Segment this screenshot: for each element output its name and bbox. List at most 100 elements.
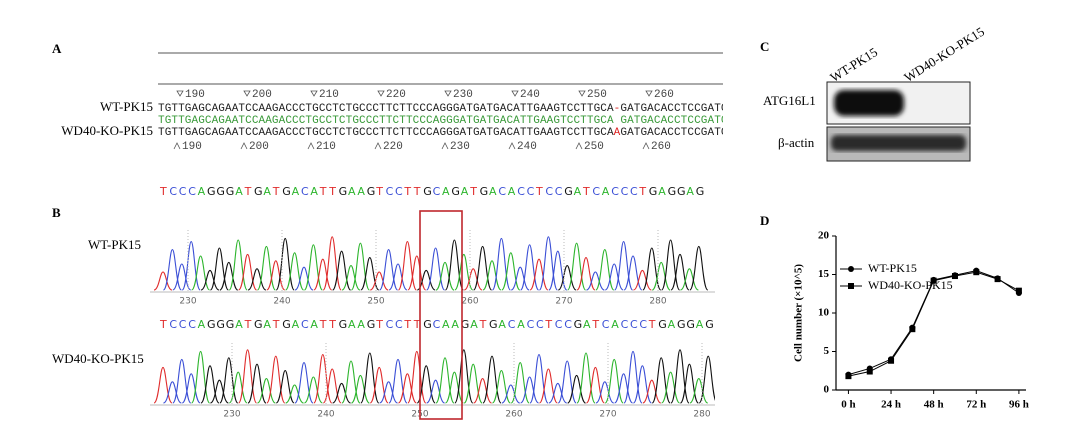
ruler-marker [240,142,248,150]
ruler-label: 240 [520,89,540,101]
peak [435,261,455,291]
ruler-marker [578,90,586,97]
x-tick-label: 48 h [924,399,944,411]
peak [651,357,671,404]
peak [379,381,398,404]
ruler-label: 220 [383,141,403,153]
peak [632,365,652,404]
peak [275,237,295,291]
peak [332,382,351,404]
peak [689,378,709,404]
y-tick-label: 20 [818,230,830,242]
row-label: WD40-KO-PK15 [61,123,153,138]
ruler-label: 250 [587,89,607,101]
alignment: TGTTGAGCAGAATCCAAGACCCTGCCTCTGCCCTTCTTCC… [158,89,728,153]
peak [181,241,201,291]
peak [520,376,539,404]
ruler-label: 230 [450,141,470,153]
ruler-marker [441,142,449,150]
legend-marker [848,283,854,289]
peak [172,358,192,404]
tick-label: 230 [223,410,240,420]
ruler-label: 190 [182,141,202,153]
tick-label: 230 [179,297,196,307]
row-label: ATG16L1 [763,93,816,108]
peak [285,252,305,291]
ruler-marker [307,142,315,150]
peak [163,381,182,404]
peak [520,244,540,291]
peak [604,358,624,404]
peak [153,271,173,291]
peak [548,382,568,404]
peak [426,247,446,291]
ruler-marker [444,90,452,97]
sequence: T C C C A GGGA T GA T GA C A T T GA A GT C C T T GC A GA T GA C A C C… [159,185,704,198]
ruler-label: 200 [249,141,269,153]
peak [397,241,417,291]
trace-label: WT-PK15 [88,237,141,252]
peak [633,269,652,291]
ruler-marker [173,142,181,150]
peak [510,362,530,404]
peak [360,352,380,404]
chromatogram-labels: WT-PK15 WD40-KO-PK15 [52,237,144,366]
peak [444,371,464,404]
peak [200,269,220,291]
ruler-marker [575,142,583,150]
tick-label: 270 [599,410,616,420]
peak [661,371,681,404]
point [1015,287,1022,294]
peak [623,255,643,291]
ruler-label: 210 [316,141,336,153]
peak [623,350,643,404]
point [994,276,1001,283]
peak [285,384,304,404]
chromatograms: T C C C A GGGA T GA T GA C A T T GA A GT C C T T GC A GA T GA C A C C… [150,185,715,420]
peak [491,237,511,291]
legend-marker [848,266,854,272]
x-tick-label: 24 h [881,399,901,411]
ruler-marker [176,90,184,97]
peak [642,379,662,404]
ruler-label: 230 [453,89,473,101]
peak [266,355,286,404]
peak [266,260,286,291]
ruler-label: 220 [386,89,406,101]
alignment-labels: WT-PK15 WD40-KO-PK15 [61,99,153,138]
ruler-label: 240 [517,141,537,153]
peak [529,258,549,291]
peak [228,371,248,404]
ruler-label: 250 [584,141,604,153]
point [888,357,895,364]
peak [585,366,605,404]
peak [510,266,530,291]
peak [473,378,492,404]
ruler-label: 260 [654,89,674,101]
ruler-marker [374,142,382,150]
peak [407,350,427,404]
peak [247,363,267,404]
ruler-label: 200 [252,89,272,101]
y-tick-label: 5 [824,345,830,357]
ruler-marker [511,90,519,97]
peak [275,370,295,404]
legend-label: WT-PK15 [868,261,917,275]
point [845,373,852,380]
peak [322,236,342,291]
peak [538,368,558,404]
growth-chart: 0 5 10 15 20 0 h 24 h 48 h 72 h 96 h WT-PK15 WD40-K… [818,230,1029,411]
x-tick-label: 96 h [1009,399,1029,411]
ruler-label: 210 [319,89,339,101]
y-axis-title: Cell number (×10^5) [793,264,805,362]
peak [256,245,276,291]
tick-label: 280 [693,410,710,420]
sequence: TGTTGAGCAGAATCCAAGACCCTGCCTCTGCCCTTCTTCC… [158,127,728,139]
peak [482,260,502,291]
peak [162,249,182,291]
y-tick-label: 10 [818,307,830,319]
peak [322,368,342,404]
tick-label: 250 [367,297,384,307]
peak [463,363,483,404]
